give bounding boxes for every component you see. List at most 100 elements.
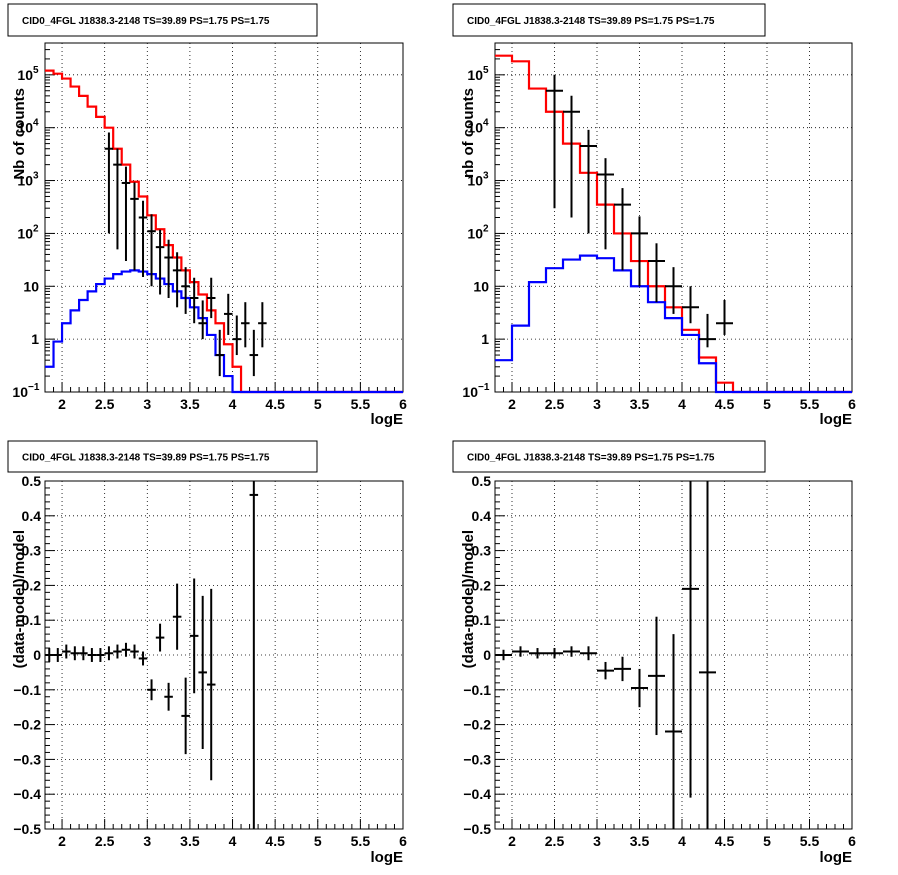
data-point xyxy=(215,329,224,377)
y-tick-label: 0.2 xyxy=(472,577,492,593)
data-point xyxy=(172,252,182,308)
x-tick-label: 2 xyxy=(58,833,66,849)
residual-point xyxy=(495,649,512,661)
residual-point xyxy=(79,646,88,661)
residual-point xyxy=(699,481,716,829)
y-axis-ticks xyxy=(495,42,505,393)
y-tick-label: 1 xyxy=(481,331,489,347)
y-tick-label: −0.3 xyxy=(13,751,41,767)
title-box xyxy=(452,3,766,37)
y-axis-label: (data-model)/model xyxy=(460,530,477,668)
data-point xyxy=(189,277,199,324)
y-tick-exponent: 2 xyxy=(33,223,39,234)
y-tick-label: −0.5 xyxy=(463,821,491,837)
y-axis-ticks xyxy=(495,480,505,830)
residual-point xyxy=(648,616,665,736)
residual-point xyxy=(546,648,563,659)
residual-point xyxy=(597,661,614,680)
residual-point xyxy=(130,644,139,659)
series-2-histogram xyxy=(45,269,403,394)
y-tick-exponent: 4 xyxy=(483,118,489,129)
y-tick-label: 0.5 xyxy=(472,473,492,489)
x-axis-ticks xyxy=(44,819,404,829)
residual-point xyxy=(181,677,190,755)
x-tick-label: 5.5 xyxy=(351,396,371,412)
residual-point xyxy=(198,595,207,749)
residual-point xyxy=(155,623,165,652)
residual-point xyxy=(206,588,216,781)
data-point xyxy=(546,74,563,209)
data-point xyxy=(198,300,207,340)
chart-title: CID0_4FGL J1838.3-2148 TS=39.89 PS=1.75 … xyxy=(22,16,270,27)
x-tick-label: 5 xyxy=(763,396,771,412)
data-layer xyxy=(495,481,716,829)
title-box xyxy=(452,440,766,473)
chart-panel-3: CID0_4FGL J1838.3-2148 TS=39.89 PS=1.75 … xyxy=(7,440,407,866)
residual-point xyxy=(164,682,173,711)
data-point xyxy=(155,229,165,295)
y-tick-exponent: −1 xyxy=(478,382,490,393)
x-tick-label: 4.5 xyxy=(265,396,285,412)
data-point xyxy=(138,200,148,277)
x-tick-label: 3.5 xyxy=(630,833,650,849)
y-tick-label: 0.4 xyxy=(472,508,492,524)
data-point xyxy=(241,302,250,348)
chart-panel-2: CID0_4FGL J1838.3-2148 TS=39.89 PS=1.75 … xyxy=(452,3,856,428)
x-tick-label: 4.5 xyxy=(715,396,735,412)
y-tick-label: 10 xyxy=(23,278,39,294)
x-tick-label: 3 xyxy=(143,396,151,412)
y-tick-label: 10 xyxy=(17,67,33,83)
title-box xyxy=(7,3,318,37)
data-point xyxy=(249,329,259,377)
x-tick-label: 5.5 xyxy=(800,833,820,849)
residual-point xyxy=(62,644,71,659)
residual-point xyxy=(138,651,148,666)
chart-panel-1: CID0_4FGL J1838.3-2148 TS=39.89 PS=1.75 … xyxy=(7,3,407,428)
y-tick-label: 0.3 xyxy=(472,543,492,559)
y-tick-label: −0.4 xyxy=(13,786,41,802)
chart-title: CID0_4FGL J1838.3-2148 TS=39.89 PS=1.75 … xyxy=(467,16,715,27)
data-point xyxy=(631,216,648,287)
y-axis-ticks xyxy=(45,42,55,393)
y-tick-label: 10 xyxy=(17,173,33,189)
residual-point xyxy=(665,634,682,829)
x-tick-label: 4.5 xyxy=(265,833,285,849)
plot-frame xyxy=(494,42,853,393)
x-axis-label: logE xyxy=(371,849,404,866)
x-tick-label: 3.5 xyxy=(180,833,200,849)
x-axis-label: logE xyxy=(820,411,853,428)
data-point xyxy=(716,300,733,335)
chart-panel-4: CID0_4FGL J1838.3-2148 TS=39.89 PS=1.75 … xyxy=(452,440,856,866)
y-tick-label: 10 xyxy=(473,278,489,294)
y-tick-label: 10 xyxy=(462,384,478,400)
y-tick-label: 10 xyxy=(467,120,483,136)
data-point xyxy=(597,158,614,250)
x-axis-ticks xyxy=(44,382,404,392)
residual-point xyxy=(249,481,259,829)
x-tick-label: 2.5 xyxy=(545,833,565,849)
x-tick-label: 3 xyxy=(143,833,151,849)
y-tick-label: 10 xyxy=(12,384,28,400)
x-tick-label: 4 xyxy=(678,833,686,849)
residual-point xyxy=(147,679,156,701)
x-tick-label: 3.5 xyxy=(180,396,200,412)
residual-point xyxy=(45,648,54,662)
data-point xyxy=(682,286,699,324)
y-tick-label: 0.5 xyxy=(22,473,42,489)
x-tick-label: 2.5 xyxy=(95,396,115,412)
x-axis-label: logE xyxy=(820,849,853,866)
x-tick-label: 4.5 xyxy=(715,833,735,849)
y-tick-exponent: −1 xyxy=(28,382,40,393)
x-tick-label: 4 xyxy=(229,396,237,412)
residual-point xyxy=(70,646,80,661)
residual-point xyxy=(53,648,63,662)
y-tick-label: 10 xyxy=(17,225,33,241)
residual-point xyxy=(113,644,122,659)
chart-title: CID0_4FGL J1838.3-2148 TS=39.89 PS=1.75 … xyxy=(22,453,270,464)
y-tick-label: 10 xyxy=(17,120,33,136)
x-tick-label: 3 xyxy=(593,833,601,849)
residual-point xyxy=(121,642,131,657)
y-tick-label: −0.5 xyxy=(13,821,41,837)
y-tick-label: −0.2 xyxy=(13,717,41,733)
